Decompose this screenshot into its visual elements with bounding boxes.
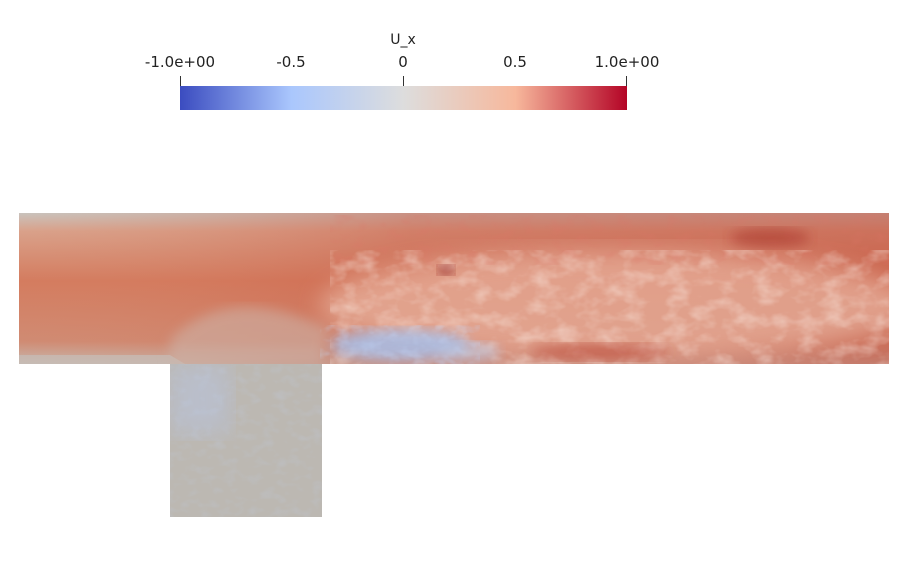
colorbar-tick-label: 0 — [398, 53, 408, 71]
branch-duct — [170, 364, 322, 517]
main-channel — [19, 213, 889, 364]
colorbar-tick — [626, 76, 627, 86]
colorbar-tick-label: -1.0e+00 — [144, 53, 216, 71]
colorbar-tick-label: 0.5 — [503, 53, 527, 71]
colorbar-tick-label: 1.0e+00 — [594, 53, 660, 71]
colorbar-tick — [403, 76, 404, 86]
colorbar-tick-label: -0.5 — [276, 53, 306, 71]
colorbar-tick — [180, 76, 181, 86]
colorbar — [180, 86, 627, 110]
colorbar-title: U_x — [390, 32, 416, 48]
